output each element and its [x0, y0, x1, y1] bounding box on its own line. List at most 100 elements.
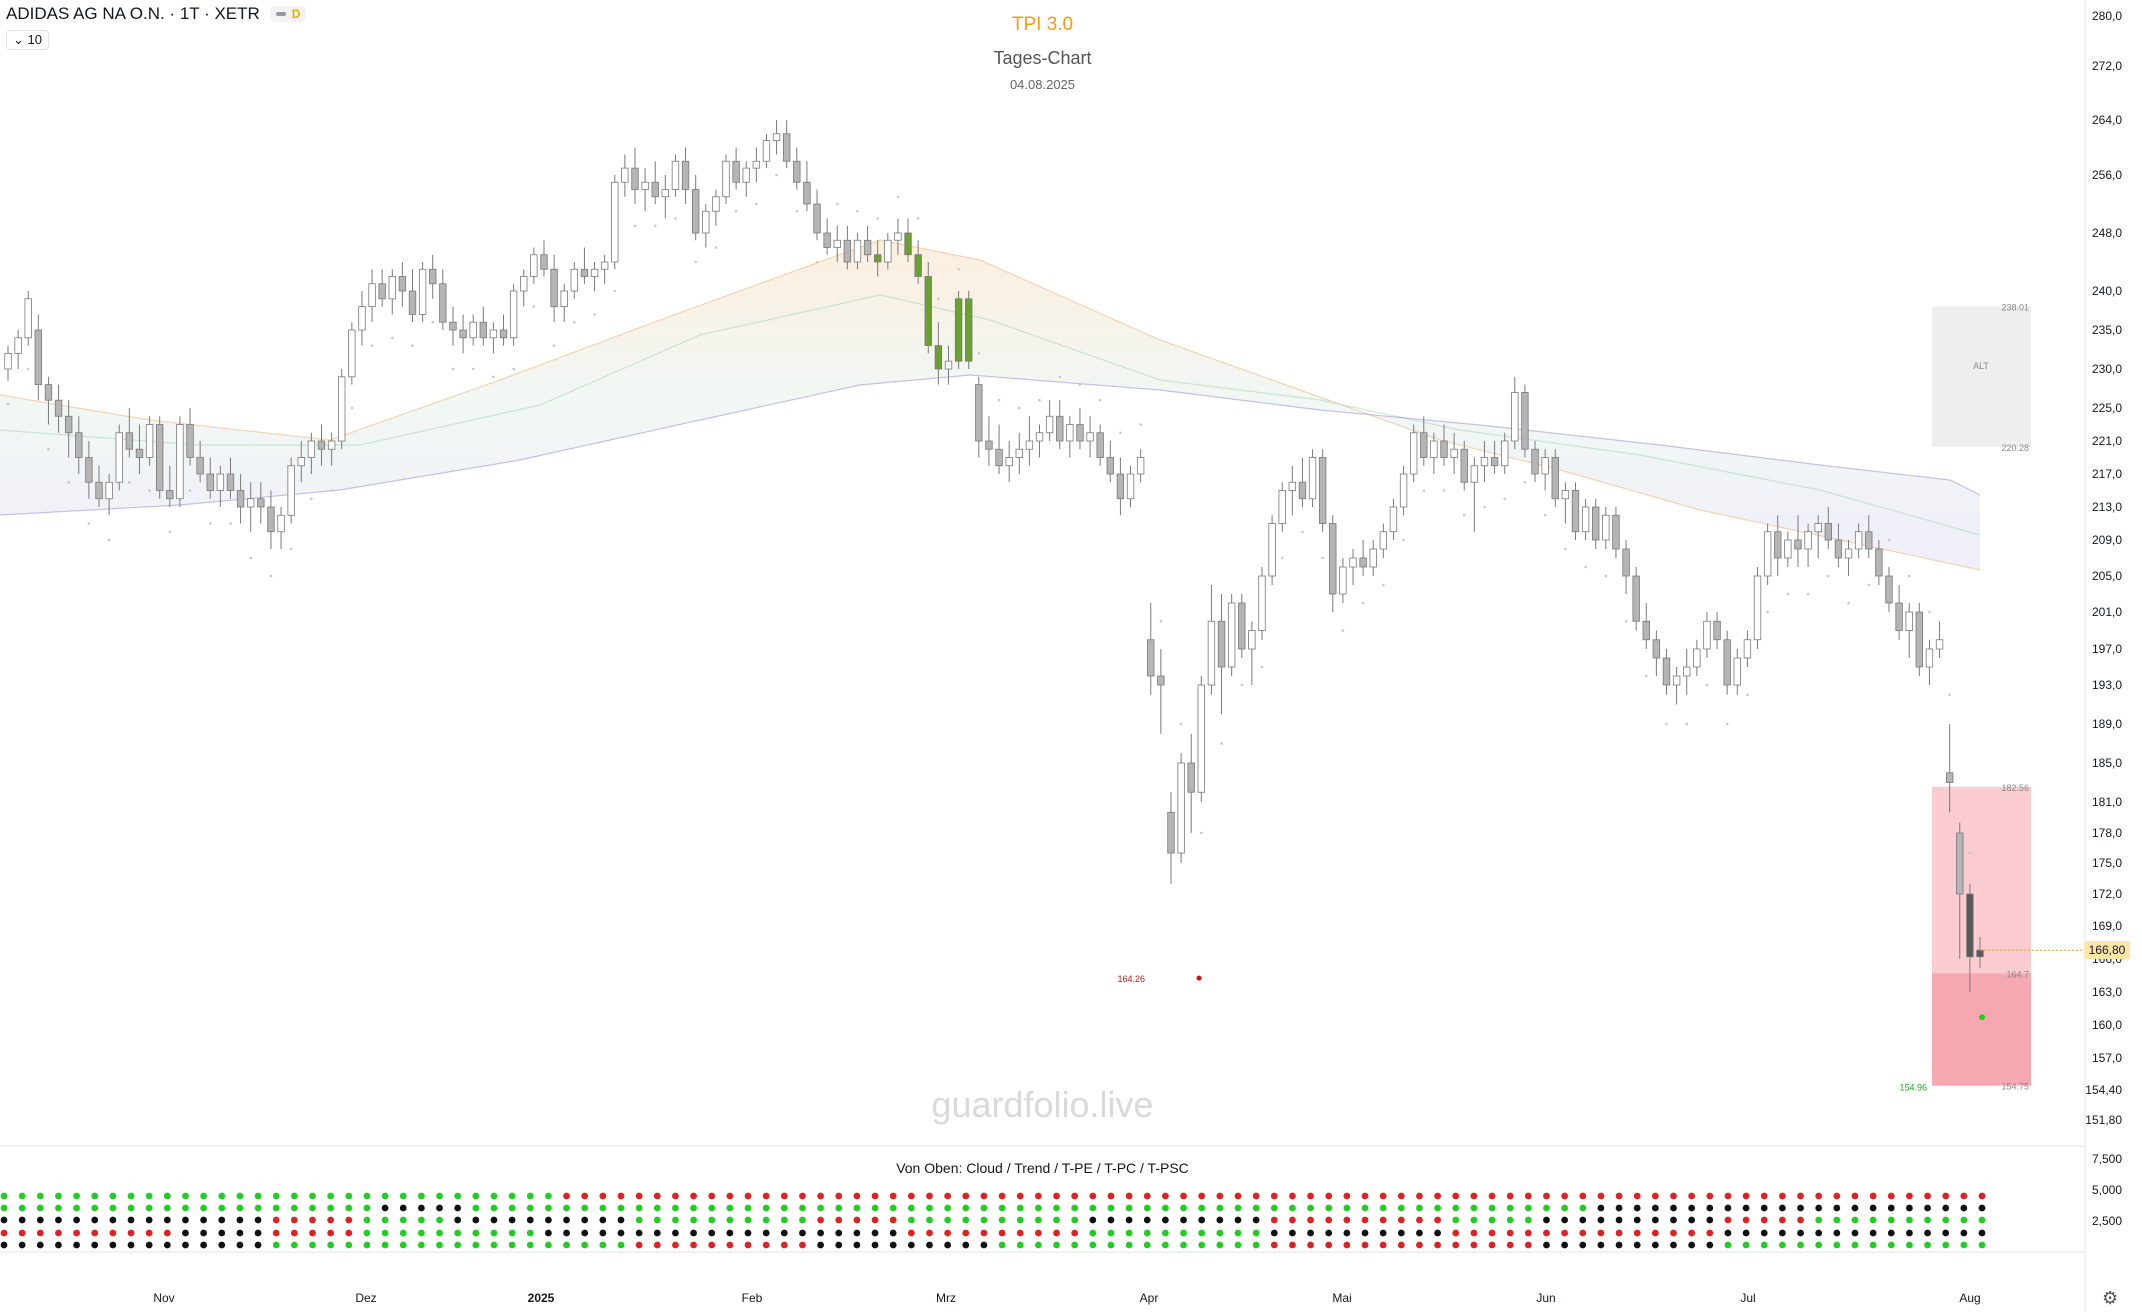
signal-dot — [218, 1204, 226, 1212]
signal-dot — [998, 1229, 1006, 1237]
candle-body — [1167, 811, 1175, 854]
signal-dot — [672, 1216, 679, 1224]
signal-dot — [1416, 1241, 1423, 1249]
signal-dot — [1851, 1241, 1859, 1249]
candle-body — [520, 276, 528, 292]
signal-dot — [36, 1192, 44, 1200]
signal-dot — [254, 1204, 262, 1212]
signal-dot — [436, 1192, 443, 1200]
signal-dot — [1670, 1204, 1677, 1212]
interval-selector[interactable]: ⌄ 10 — [6, 30, 49, 50]
signal-dot — [635, 1192, 643, 1200]
trail-dot — [1907, 574, 1911, 578]
signal-dot — [1034, 1192, 1042, 1200]
signal-dot — [1016, 1229, 1024, 1237]
lower-pane-label: Von Oben: Cloud / Trend / T-PE / T-PC / … — [896, 1160, 1189, 1176]
signal-dot — [1198, 1204, 1206, 1212]
signal-dot — [1597, 1192, 1605, 1200]
signal-dot — [127, 1229, 135, 1237]
signal-dot — [1869, 1229, 1877, 1237]
signal-dot — [182, 1241, 189, 1249]
trail-dot — [1604, 574, 1608, 578]
trail-dot — [1422, 489, 1426, 492]
symbol-badge[interactable]: D — [269, 6, 307, 22]
candle-body — [530, 254, 538, 277]
trail-dot — [633, 224, 637, 228]
signal-dot — [363, 1192, 371, 1200]
signal-dot — [36, 1216, 44, 1224]
candle-body — [1116, 473, 1125, 500]
trail-dot — [795, 209, 799, 213]
signal-dot — [0, 1192, 8, 1200]
price-tick-label: 209,0 — [2092, 533, 2122, 547]
signal-dot — [1688, 1229, 1696, 1237]
signal-dot — [526, 1216, 534, 1224]
candle-body — [1035, 432, 1044, 442]
candle-body — [297, 457, 305, 467]
signal-dot — [1143, 1192, 1151, 1200]
candle-body — [1703, 620, 1711, 650]
candle-body — [1288, 481, 1297, 491]
signal-dot — [980, 1204, 988, 1212]
signal-dot — [1289, 1216, 1296, 1224]
candle-body — [1470, 465, 1479, 483]
signal-dot — [436, 1204, 443, 1212]
candle-body — [1541, 457, 1549, 475]
candle-body — [1571, 490, 1580, 533]
candle-body — [823, 232, 831, 248]
candle-body — [1581, 506, 1590, 533]
signal-dot — [1615, 1216, 1623, 1224]
signal-dot — [127, 1204, 135, 1212]
candle-body — [1490, 457, 1499, 467]
signal-dot — [1434, 1241, 1441, 1249]
signal-dot — [708, 1229, 716, 1237]
signal-dot — [1343, 1192, 1351, 1200]
candle-body — [833, 239, 841, 248]
candle-body — [1329, 523, 1337, 595]
signal-dot — [290, 1192, 298, 1200]
signal-dot — [817, 1229, 825, 1237]
signal-dot — [1906, 1204, 1913, 1212]
level-label: 238.01 — [2001, 303, 2029, 313]
candle-body — [257, 498, 265, 508]
trail-dot — [1159, 619, 1163, 623]
trail-dot — [1827, 574, 1830, 578]
candle-body — [1420, 432, 1428, 458]
level-label: 220.28 — [2001, 443, 2029, 453]
signal-dot — [653, 1216, 661, 1224]
trail-dot — [6, 402, 10, 406]
signal-dot — [744, 1241, 752, 1249]
candle-body — [1945, 772, 1954, 783]
signal-dot — [1107, 1216, 1115, 1224]
candle-body — [803, 181, 811, 205]
candle-body — [1753, 575, 1762, 641]
signal-dot — [581, 1204, 589, 1212]
signal-dot — [1960, 1192, 1968, 1200]
signal-dot — [1651, 1216, 1659, 1224]
signal-dot — [744, 1204, 752, 1212]
signal-dot — [1924, 1192, 1931, 1200]
candle-body — [1197, 684, 1205, 793]
settings-gear-icon[interactable]: ⚙ — [2102, 1288, 2119, 1308]
signal-dot — [1706, 1241, 1714, 1249]
candle-body — [1056, 415, 1064, 442]
signal-dot — [563, 1241, 570, 1249]
time-tick-label: Apr — [1140, 1291, 1159, 1305]
signal-dot — [1633, 1192, 1641, 1200]
candle-body — [368, 283, 376, 308]
symbol-header[interactable]: ADIDAS AG NA O.N. · 1T · XETR D — [6, 4, 307, 24]
signal-dot — [1470, 1241, 1478, 1249]
signal-dot — [581, 1241, 589, 1249]
signal-dot — [236, 1229, 244, 1237]
candle-body — [965, 298, 973, 362]
signal-dot — [508, 1241, 516, 1249]
signal-dot — [182, 1204, 189, 1212]
signal-dot — [1071, 1229, 1079, 1237]
signal-dot — [417, 1229, 425, 1237]
signal-dot — [1071, 1216, 1079, 1224]
candle-body — [1278, 490, 1286, 524]
signal-dot — [926, 1241, 933, 1249]
trail-dot — [1078, 383, 1082, 386]
signal-dot — [1942, 1192, 1950, 1200]
